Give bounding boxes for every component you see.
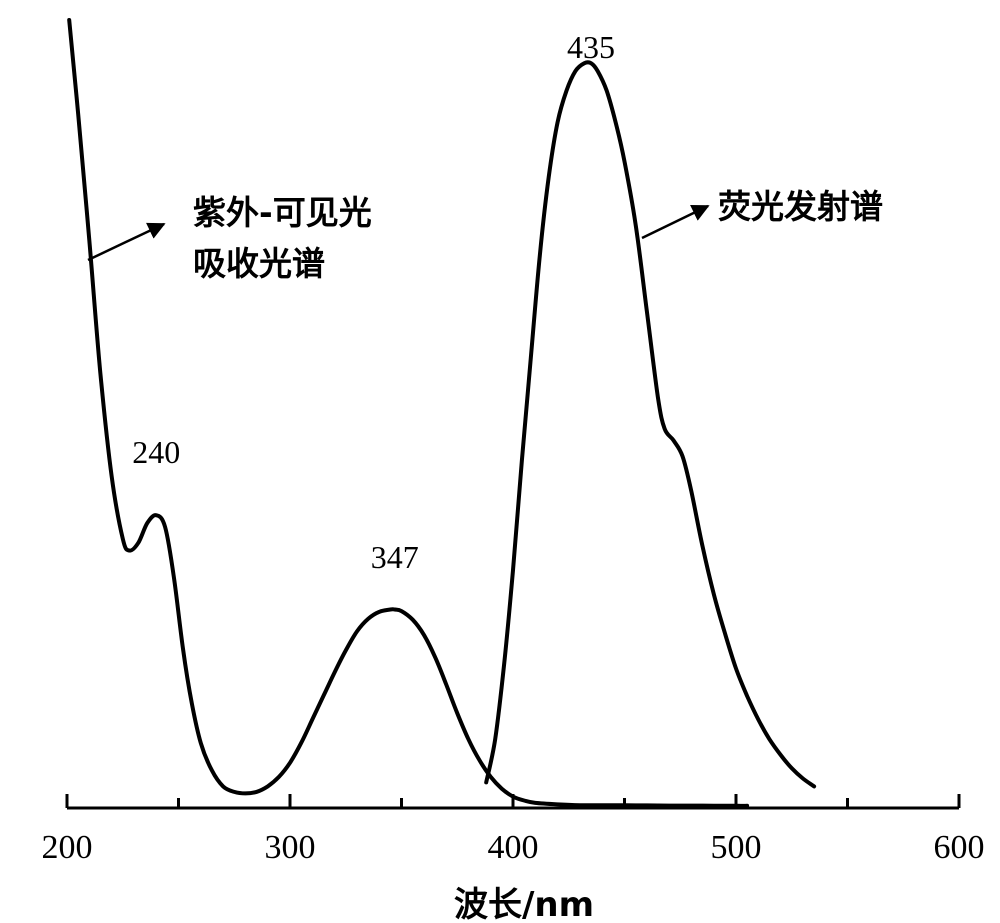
series-group	[67, 18, 817, 808]
emission-label: 荧光发射谱	[718, 187, 883, 226]
absorption-label-line1: 紫外-可见光	[193, 193, 372, 232]
fluorescence-emission-curve	[484, 60, 817, 789]
absorption-arrow	[87, 222, 166, 262]
x-tick-label-500: 500	[711, 829, 762, 866]
peak-label-347: 347	[371, 539, 419, 575]
peak-label-435: 435	[567, 29, 615, 65]
x-tick-label-600: 600	[934, 829, 985, 866]
x-axis: 200 300 400 500 600	[42, 794, 985, 866]
x-axis-label: 波长/nm	[454, 885, 594, 923]
absorption-label-line2: 吸收光谱	[193, 244, 325, 283]
x-tick-label-300: 300	[265, 829, 316, 866]
x-tick-label-400: 400	[488, 829, 539, 866]
x-tick-label-200: 200	[42, 829, 93, 866]
emission-arrow	[641, 204, 710, 240]
peak-label-240: 240	[132, 434, 180, 470]
uv-vis-absorption-curve	[67, 18, 750, 808]
